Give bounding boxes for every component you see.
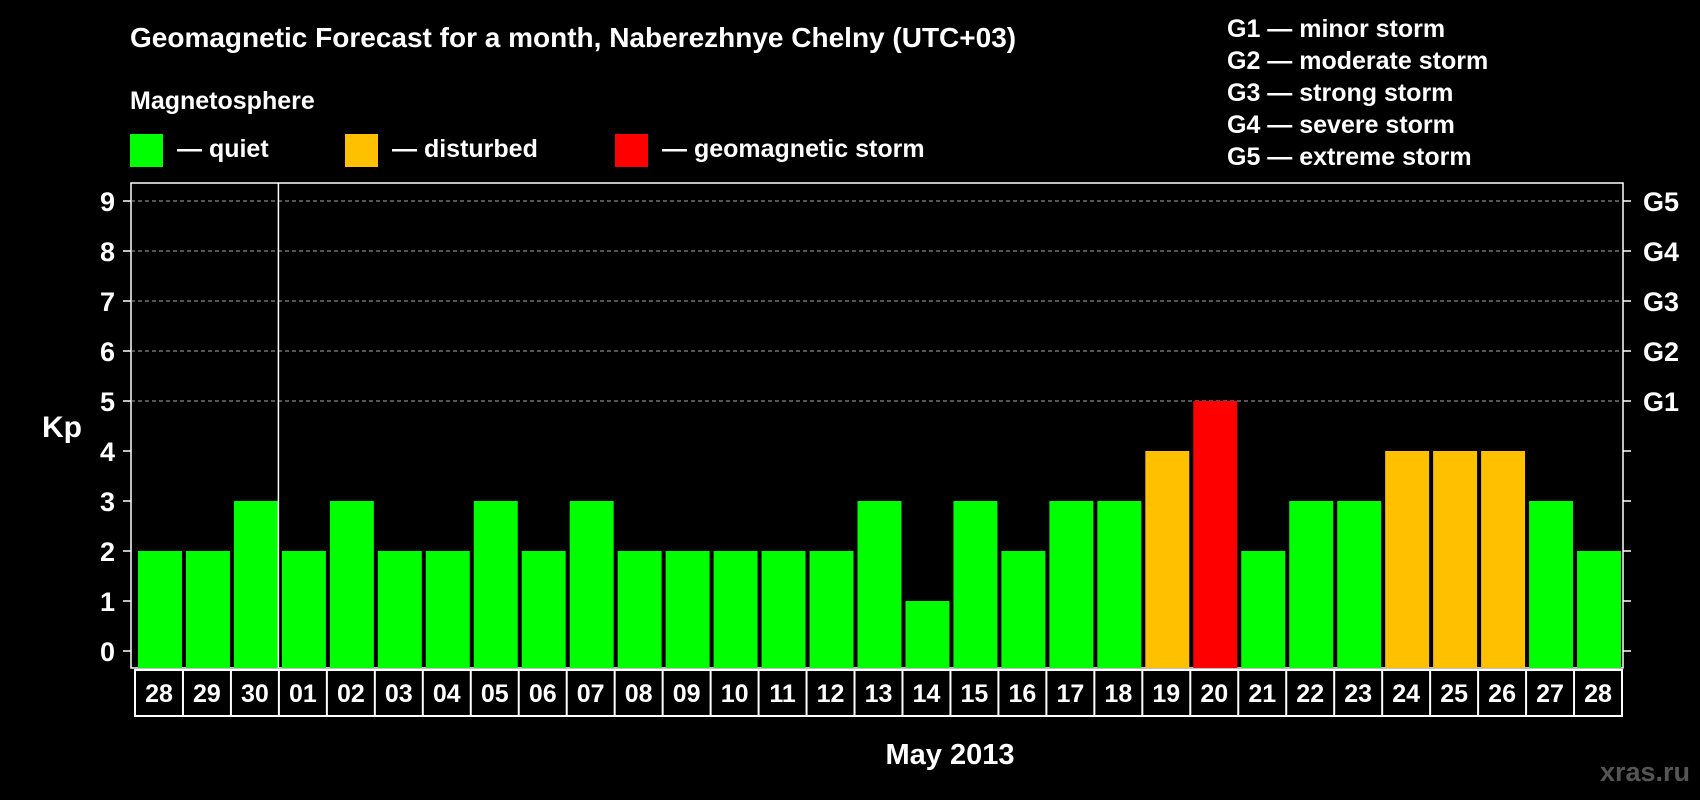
scale-legend-item: G2 — moderate storm	[1227, 47, 1488, 75]
bar	[809, 551, 854, 668]
x-tick-label: 16	[1008, 680, 1036, 708]
bar	[1049, 501, 1094, 668]
legend: — quiet — disturbed — geomagnetic storm	[130, 134, 925, 167]
bar	[617, 551, 662, 668]
x-tick-label: 06	[529, 680, 557, 708]
date-row	[134, 669, 1623, 717]
bar	[1241, 551, 1286, 668]
scale-legend-item: G3 — strong storm	[1227, 79, 1453, 107]
x-tick-label: 05	[481, 680, 509, 708]
x-axis-label: May 2013	[886, 739, 1015, 771]
bar	[473, 501, 518, 668]
x-tick-label: 25	[1440, 680, 1468, 708]
bar	[569, 501, 614, 668]
bar	[1289, 501, 1334, 668]
x-tick-label: 04	[433, 680, 461, 708]
right-axis-label: G5	[1643, 187, 1679, 217]
bar	[1577, 551, 1621, 668]
bar	[1529, 501, 1574, 668]
legend-label: — geomagnetic storm	[662, 135, 925, 163]
x-tick-label: 12	[817, 680, 845, 708]
bar	[857, 501, 902, 668]
legend-swatch	[345, 134, 378, 167]
y-tick-label: 0	[100, 637, 115, 667]
chart-title: Geomagnetic Forecast for a month, Nabere…	[130, 22, 1016, 53]
y-tick-label: 5	[100, 387, 115, 417]
legend-swatch	[615, 134, 648, 167]
bar	[1001, 551, 1046, 668]
bar	[521, 551, 566, 668]
bar	[233, 501, 278, 668]
y-axis-label: Kp	[42, 411, 82, 444]
right-axis-label: G1	[1643, 387, 1679, 417]
x-tick-label: 11	[769, 680, 796, 708]
bar	[1385, 451, 1430, 668]
y-tick-label: 7	[100, 287, 115, 317]
x-tick-label: 02	[337, 680, 365, 708]
x-tick-label: 03	[385, 680, 413, 708]
bar	[1193, 401, 1238, 668]
legend-title: Magnetosphere	[130, 87, 315, 115]
x-tick-label: 10	[721, 680, 749, 708]
x-tick-label: 17	[1056, 680, 1084, 708]
x-tick-label: 01	[289, 680, 317, 708]
y-tick-label: 2	[100, 537, 115, 567]
right-axis-label: G3	[1643, 287, 1679, 317]
storm-scale-legend: G1 — minor storm G2 — moderate storm G3 — …	[1227, 15, 1488, 171]
x-tick-label: 15	[961, 680, 989, 708]
legend-label: — disturbed	[392, 135, 538, 163]
x-tick-label: 28	[145, 680, 173, 708]
legend-label: — quiet	[177, 135, 269, 163]
y-tick-label: 6	[100, 337, 115, 367]
x-tick-label: 18	[1104, 680, 1132, 708]
x-tick-label: 26	[1488, 680, 1516, 708]
x-tick-label: 22	[1296, 680, 1324, 708]
x-tick-label: 24	[1392, 680, 1420, 708]
x-tick-label: 20	[1200, 680, 1228, 708]
bar	[1481, 451, 1526, 668]
bar	[329, 501, 374, 668]
bar	[138, 551, 182, 668]
x-tick-label: 28	[1584, 680, 1612, 708]
scale-legend-item: G5 — extreme storm	[1227, 143, 1472, 171]
right-axis-label: G2	[1643, 337, 1679, 367]
x-tick-label: 13	[865, 680, 893, 708]
bar	[713, 551, 758, 668]
watermark: xras.ru	[1600, 757, 1690, 787]
x-tick-label: 08	[625, 680, 653, 708]
y-tick-label: 9	[100, 187, 115, 217]
x-tick-label: 29	[193, 680, 221, 708]
bar	[377, 551, 422, 668]
right-axis-label: G4	[1643, 237, 1679, 267]
scale-legend-item: G1 — minor storm	[1227, 15, 1445, 43]
x-tick-label: 27	[1536, 680, 1564, 708]
scale-legend-item: G4 — severe storm	[1227, 111, 1455, 139]
x-tick-label: 21	[1248, 680, 1276, 708]
bar	[1337, 501, 1382, 668]
bar	[1433, 451, 1478, 668]
bar	[953, 501, 998, 668]
y-tick-label: 8	[100, 237, 115, 267]
x-tick-label: 23	[1344, 680, 1372, 708]
bar	[1145, 451, 1190, 668]
bar	[1097, 501, 1142, 668]
y-tick-label: 4	[100, 437, 115, 467]
bar	[761, 551, 806, 668]
y-tick-label: 1	[100, 587, 115, 617]
x-tick-label: 09	[673, 680, 701, 708]
y-tick-label: 3	[100, 487, 115, 517]
bar	[425, 551, 470, 668]
x-tick-label: 30	[241, 680, 269, 708]
bar	[281, 551, 326, 668]
x-tick-label: 07	[577, 680, 605, 708]
bar	[185, 551, 230, 668]
x-tick-label: 14	[913, 680, 941, 708]
legend-swatch	[130, 134, 163, 167]
x-tick-label: 19	[1152, 680, 1180, 708]
bar	[905, 601, 950, 668]
bar	[665, 551, 710, 668]
